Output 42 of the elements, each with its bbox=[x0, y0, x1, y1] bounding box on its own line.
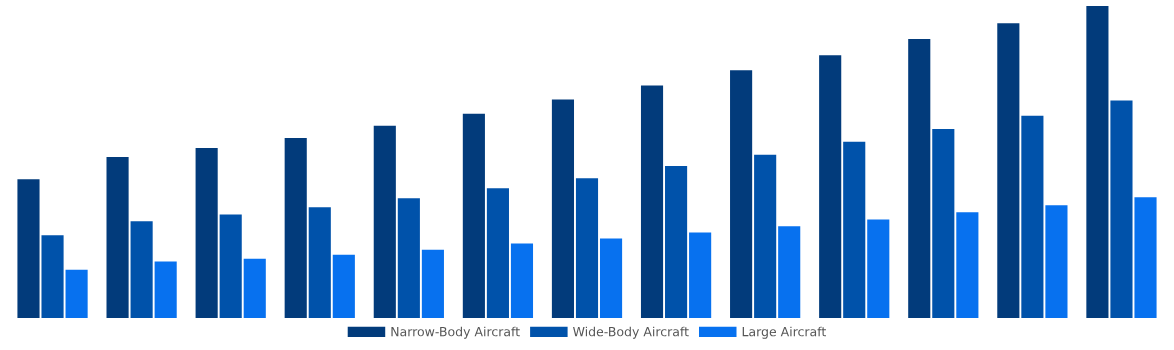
bar bbox=[397, 198, 420, 318]
bar bbox=[665, 166, 688, 318]
bar bbox=[1045, 205, 1068, 318]
bar bbox=[754, 154, 777, 318]
bar bbox=[284, 137, 307, 318]
bar bbox=[819, 55, 842, 318]
bar bbox=[956, 212, 979, 318]
bar bbox=[908, 39, 931, 318]
legend-label: Large Aircraft bbox=[742, 326, 826, 339]
bar bbox=[195, 147, 218, 318]
bar bbox=[1110, 100, 1133, 318]
bar bbox=[219, 214, 242, 318]
bar bbox=[843, 141, 866, 318]
bar bbox=[486, 188, 509, 318]
legend-label: Narrow-Body Aircraft bbox=[391, 326, 520, 339]
bar bbox=[867, 219, 890, 318]
bar bbox=[997, 23, 1020, 318]
bar bbox=[106, 157, 129, 318]
bar bbox=[421, 249, 444, 318]
bar bbox=[332, 254, 355, 318]
bar bbox=[373, 125, 396, 318]
bar bbox=[1134, 197, 1157, 318]
bar bbox=[689, 232, 712, 318]
bar bbox=[730, 70, 753, 318]
bar bbox=[1021, 115, 1044, 318]
bar bbox=[575, 178, 599, 318]
bar bbox=[243, 258, 266, 318]
bar bbox=[1086, 6, 1109, 318]
bar bbox=[778, 226, 801, 318]
bar bbox=[510, 243, 534, 318]
bar bbox=[551, 99, 575, 318]
bar bbox=[599, 238, 623, 318]
legend-label: Wide-Body Aircraft bbox=[573, 326, 689, 339]
bar bbox=[41, 235, 64, 318]
bar bbox=[932, 128, 955, 318]
bar bbox=[462, 113, 485, 318]
bar bbox=[154, 261, 177, 318]
bar bbox=[640, 85, 664, 318]
bar bbox=[17, 179, 40, 318]
bar bbox=[65, 269, 88, 318]
bar bbox=[130, 221, 153, 318]
bar bbox=[308, 207, 331, 318]
